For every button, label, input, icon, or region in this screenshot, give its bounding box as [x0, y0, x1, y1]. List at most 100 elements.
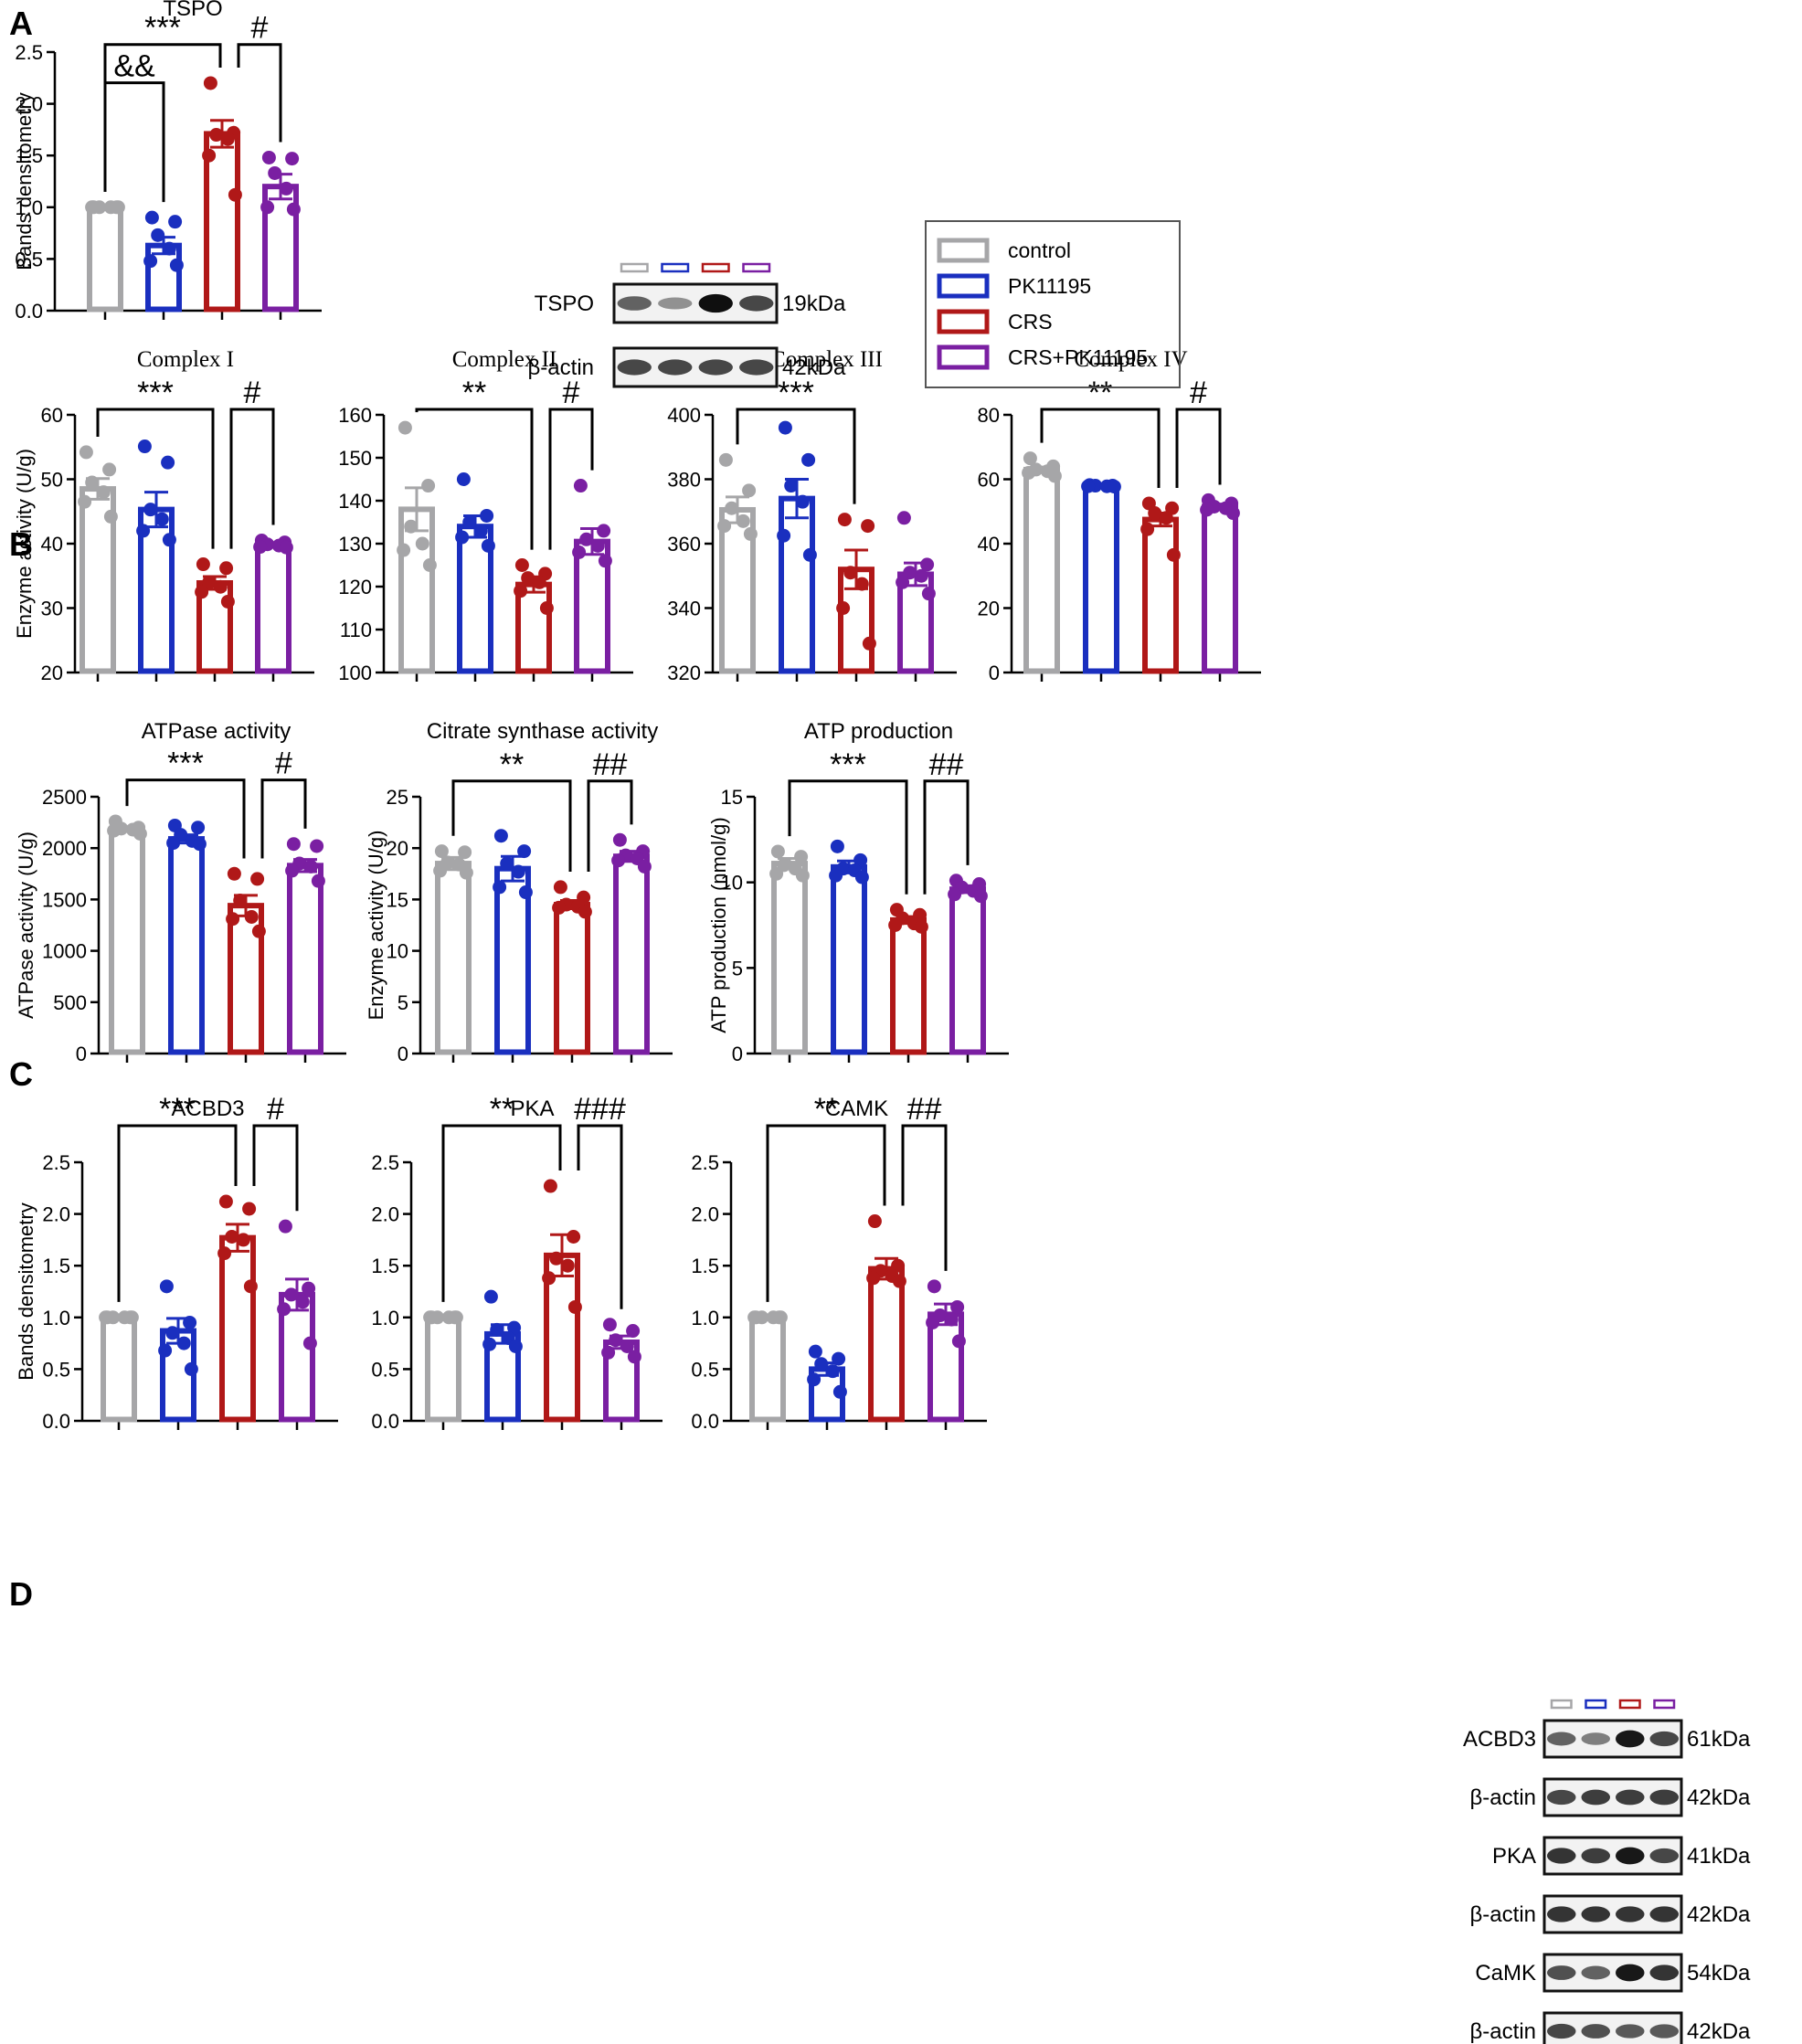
- blot-kda-label: 42kDa: [1687, 1785, 1751, 1810]
- data-point: [169, 258, 184, 272]
- data-point: [423, 1310, 438, 1325]
- bar-control: [435, 861, 472, 1055]
- significance-bracket: [117, 1124, 238, 1302]
- data-point: [236, 1233, 250, 1247]
- data-point: [278, 1219, 292, 1234]
- y-tick-label: 110: [340, 619, 372, 641]
- y-axis-label: Bands densitometry: [13, 92, 36, 270]
- data-point: [888, 918, 903, 932]
- y-tick-label: 2.5: [371, 1151, 399, 1174]
- data-point: [770, 844, 785, 859]
- data-point: [217, 1246, 232, 1261]
- data-point: [903, 566, 917, 580]
- data-point: [459, 865, 473, 880]
- y-tick-label: 0.5: [691, 1358, 719, 1381]
- data-point: [482, 1337, 497, 1351]
- data-point: [191, 821, 206, 835]
- legend-item-label: control: [1008, 238, 1071, 262]
- data-point: [1140, 522, 1155, 536]
- data-point: [279, 540, 293, 555]
- bar-crs: [554, 902, 590, 1055]
- data-point: [397, 543, 411, 557]
- y-tick-label: 0: [989, 662, 1000, 684]
- data-point: [456, 472, 471, 486]
- data-point: [151, 228, 165, 242]
- y-tick-label: 60: [41, 404, 63, 427]
- bar-control: [425, 1314, 461, 1423]
- significance-label: #: [251, 11, 269, 46]
- data-point: [553, 880, 567, 895]
- lane-key: [661, 262, 690, 273]
- data-point: [572, 545, 587, 559]
- data-point: [162, 241, 176, 256]
- data-point: [311, 874, 325, 888]
- significance-label: #: [267, 1092, 284, 1127]
- data-point: [950, 1299, 965, 1314]
- blot-band: [1649, 1789, 1679, 1806]
- y-tick-label: 0.0: [15, 300, 43, 323]
- blot-band: [1547, 1906, 1576, 1922]
- data-point: [944, 1312, 959, 1327]
- data-point: [891, 1258, 906, 1273]
- bar-control: [398, 506, 435, 674]
- chart-title: Complex II: [452, 347, 557, 372]
- y-axis-label: Enzyme activity (U/g): [365, 831, 387, 1021]
- data-point: [769, 866, 784, 881]
- data-point: [549, 1251, 564, 1266]
- data-point: [518, 885, 533, 900]
- blot-band: [658, 297, 693, 310]
- data-point: [973, 889, 988, 904]
- blot-row-label: CaMK: [1475, 1961, 1536, 1986]
- data-point: [490, 1322, 504, 1337]
- panel-letter-a: A: [9, 5, 33, 42]
- data-point: [807, 1372, 822, 1387]
- blot-band: [1581, 1732, 1610, 1745]
- lane-key: [701, 262, 730, 273]
- data-point: [560, 1258, 575, 1273]
- significance-label: ***: [144, 11, 181, 46]
- y-tick-label: 60: [978, 469, 1000, 492]
- data-point: [136, 524, 151, 538]
- blot-band: [698, 359, 733, 376]
- significance-bracket: [788, 779, 908, 895]
- data-point: [107, 823, 122, 838]
- bar-crs-pk11195: [287, 863, 323, 1055]
- bar-crs-pk11195: [255, 542, 292, 674]
- blot-kda-label: 42kDa: [1687, 1902, 1751, 1927]
- blot-row-label: TSPO: [535, 291, 594, 316]
- lane-key: [1653, 1699, 1676, 1710]
- chart-c-atpproduction: ATP production 0 5 10 15 ATP production (nmol…: [707, 719, 1009, 1065]
- chart-c-atpase: ATPase activity 0 500 1000 1500 2000 2500ATPas…: [15, 719, 346, 1065]
- lane-key: [1618, 1699, 1641, 1710]
- blot-band: [1547, 1789, 1576, 1806]
- data-point: [220, 132, 235, 146]
- data-point: [773, 1310, 788, 1325]
- data-point: [111, 200, 125, 215]
- bar-crs-pk11195: [949, 886, 986, 1055]
- panel-letter-b: B: [9, 525, 33, 563]
- blot-band: [1547, 1732, 1576, 1746]
- bar-control: [87, 204, 123, 312]
- data-point: [415, 536, 429, 551]
- y-tick-label: 400: [667, 404, 701, 427]
- data-point: [85, 200, 100, 215]
- significance-bracket: [1175, 408, 1222, 489]
- chart-c-citratesynthase: Citrate synthase activity 0 5 10 15 20 25Enzym…: [365, 719, 673, 1065]
- data-point: [144, 210, 159, 225]
- lane-key: [742, 262, 771, 273]
- blot-band: [1581, 2024, 1610, 2039]
- y-tick-label: 80: [978, 404, 1000, 427]
- bar-control: [771, 861, 808, 1055]
- data-point: [802, 547, 817, 562]
- data-point: [176, 1336, 191, 1350]
- significance-bracket: [587, 779, 633, 873]
- blot-row-label: β-actin: [1470, 1902, 1537, 1927]
- data-point: [195, 585, 209, 599]
- blot-band: [658, 359, 693, 376]
- legend-frame: [925, 220, 1181, 388]
- legend: control PK11195 CRS CRS+PK11195: [925, 220, 1181, 388]
- y-tick-label: 1.5: [371, 1255, 399, 1277]
- significance-label: **: [490, 1092, 514, 1127]
- data-point: [725, 501, 739, 515]
- data-point: [1081, 479, 1096, 493]
